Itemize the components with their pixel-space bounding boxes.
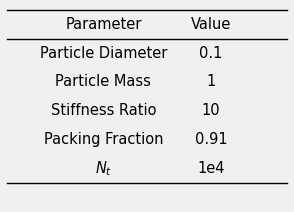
Text: Value: Value xyxy=(191,17,231,32)
Text: Particle Diameter: Particle Diameter xyxy=(40,46,167,61)
Text: 0.91: 0.91 xyxy=(195,132,227,147)
Text: 1: 1 xyxy=(206,74,216,89)
Text: 10: 10 xyxy=(202,103,220,118)
Text: $N_t$: $N_t$ xyxy=(95,159,112,178)
Text: 1e4: 1e4 xyxy=(197,161,225,176)
Text: Parameter: Parameter xyxy=(65,17,141,32)
Text: 0.1: 0.1 xyxy=(199,46,223,61)
Text: Packing Fraction: Packing Fraction xyxy=(44,132,163,147)
Text: Stiffness Ratio: Stiffness Ratio xyxy=(51,103,156,118)
Text: Particle Mass: Particle Mass xyxy=(55,74,151,89)
